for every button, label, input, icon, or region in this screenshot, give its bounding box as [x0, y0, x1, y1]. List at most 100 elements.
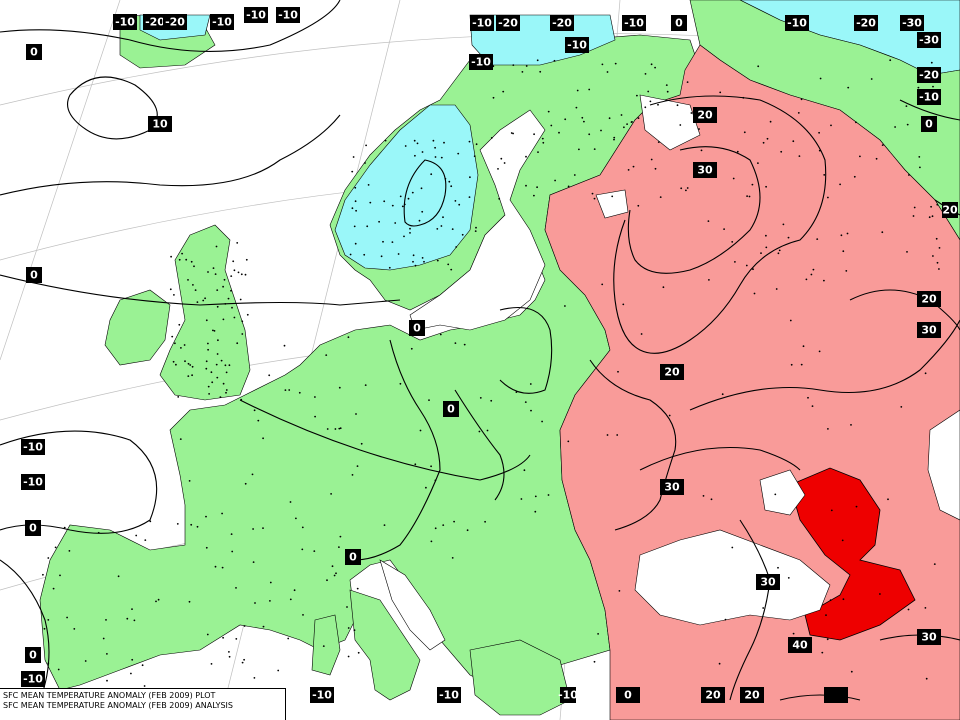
station-dot	[554, 179, 556, 182]
station-dot	[432, 139, 435, 142]
station-dot	[492, 96, 495, 99]
station-dot	[800, 363, 803, 366]
contour-label: -10	[558, 687, 578, 703]
station-dot	[567, 185, 570, 188]
station-dot	[626, 123, 628, 125]
contour-label: 0	[345, 549, 361, 565]
station-dot	[353, 225, 356, 228]
station-dot	[434, 156, 437, 158]
station-dot	[63, 526, 66, 529]
station-dot	[268, 374, 271, 377]
station-dot	[789, 319, 792, 322]
contour-label: -20	[496, 15, 520, 31]
station-dot	[47, 619, 50, 621]
station-dot	[252, 561, 255, 563]
station-dot	[521, 71, 524, 73]
station-dot	[444, 177, 447, 180]
station-dot	[237, 271, 240, 274]
station-dot	[222, 636, 225, 639]
contour-label: 0	[616, 687, 640, 703]
station-dot	[356, 465, 359, 467]
station-dot	[659, 196, 662, 199]
station-dot	[710, 498, 713, 501]
station-dot	[231, 306, 233, 309]
contour-label: 0	[409, 320, 425, 336]
station-dot	[928, 216, 931, 219]
station-dot	[500, 157, 503, 160]
station-dot	[811, 405, 814, 407]
station-dot	[932, 255, 934, 257]
svg-text:-10: -10	[23, 441, 43, 454]
station-dot	[542, 141, 545, 144]
station-dot	[707, 220, 710, 223]
station-dot	[222, 382, 225, 385]
station-dot	[721, 393, 724, 396]
station-dot	[541, 420, 543, 423]
station-dot	[190, 260, 193, 263]
neutral-anomaly-region-uk	[159, 224, 251, 401]
station-dot	[42, 573, 44, 576]
station-dot	[825, 614, 827, 616]
station-dot	[143, 685, 146, 687]
station-dot	[702, 495, 705, 497]
station-dot	[216, 376, 219, 379]
neutral-anomaly-region-sardinia	[311, 614, 341, 676]
station-dot	[192, 284, 194, 286]
contour-label: -10	[244, 7, 268, 23]
svg-text:0: 0	[30, 269, 38, 282]
svg-text:-20: -20	[165, 16, 185, 29]
lake-ladoga	[595, 189, 629, 219]
station-dot	[157, 598, 160, 601]
station-dot	[932, 85, 934, 88]
station-dot	[106, 679, 108, 682]
station-dot	[841, 539, 844, 542]
station-dot	[236, 342, 239, 345]
station-dot	[547, 110, 550, 113]
station-dot	[177, 396, 180, 398]
station-dot	[924, 372, 927, 375]
station-dot	[360, 442, 363, 445]
station-dot	[591, 192, 594, 195]
station-dot	[497, 168, 499, 170]
contour-label: 0	[671, 15, 687, 31]
station-dot	[889, 59, 892, 62]
station-dot	[439, 333, 442, 336]
station-dot	[611, 195, 614, 198]
station-dot	[907, 608, 910, 611]
station-dot	[207, 271, 209, 273]
black-sea	[634, 529, 831, 626]
station-dot	[447, 263, 450, 266]
station-dot	[474, 230, 477, 233]
station-dot	[917, 86, 920, 89]
station-dot	[225, 371, 228, 374]
station-dot	[243, 625, 246, 627]
station-dot	[222, 285, 225, 288]
station-dot	[490, 137, 493, 139]
station-dot	[762, 607, 765, 609]
station-dot	[859, 155, 861, 158]
svg-text:-10: -10	[246, 9, 266, 22]
station-dot	[829, 599, 832, 602]
station-dot	[380, 255, 383, 258]
station-dot	[774, 493, 777, 496]
station-dot	[369, 201, 372, 204]
contour-label: -20	[550, 15, 574, 31]
station-dot	[207, 348, 210, 351]
station-dot	[190, 523, 193, 526]
station-dot	[243, 658, 246, 661]
white-sea	[639, 94, 701, 151]
station-dot	[601, 63, 604, 66]
station-dot	[367, 184, 370, 186]
station-dot	[180, 347, 182, 349]
station-dot	[214, 273, 217, 275]
station-dot	[616, 434, 619, 436]
station-dot	[807, 396, 809, 399]
station-dot	[364, 384, 367, 386]
station-dot	[355, 413, 357, 415]
station-dot	[751, 183, 754, 186]
contour-label: -10	[210, 14, 234, 30]
station-dot	[745, 264, 748, 267]
station-dot	[47, 662, 50, 665]
contour-label: 30	[917, 322, 941, 338]
station-dot	[421, 151, 424, 153]
